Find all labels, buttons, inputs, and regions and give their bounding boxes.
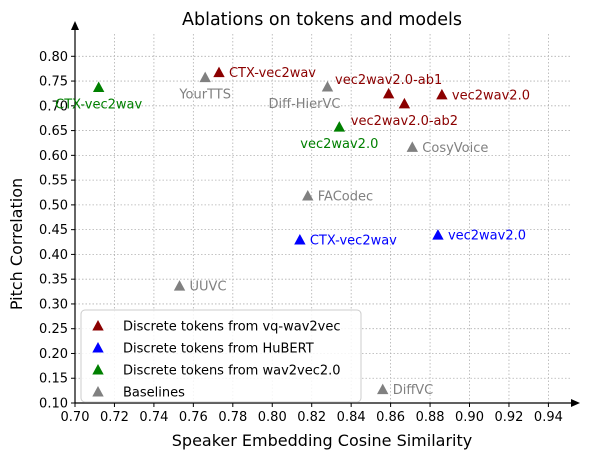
y-tick-label: 0.15	[39, 372, 68, 387]
triangle-marker	[302, 189, 314, 201]
legend-label: Discrete tokens from vq-wav2vec	[123, 320, 341, 335]
data-points: CTX-vec2wav vec2wav2.0-ab1 vec2wav2.0-ab2 v…	[55, 66, 530, 398]
point-label: vec2wav2.0	[452, 88, 530, 103]
y-tick-label: 0.65	[39, 124, 68, 139]
legend: Discrete tokens from vq-wav2vec Discrete …	[80, 309, 362, 403]
triangle-marker	[213, 66, 225, 78]
x-tick-label: 0.80	[258, 410, 287, 425]
x-tick-label: 0.74	[139, 410, 168, 425]
x-tick-label: 0.90	[455, 410, 484, 425]
point-label: vec2wav2.0-ab1	[335, 73, 442, 88]
y-tick-label: 0.70	[39, 99, 68, 114]
triangle-marker	[398, 97, 411, 109]
chart-title: Ablations on tokens and models	[182, 10, 462, 30]
x-axis-arrow	[571, 399, 580, 407]
point-label: CosyVoice	[422, 141, 488, 156]
y-tick-label: 0.45	[39, 223, 68, 238]
legend-marker	[92, 364, 104, 375]
y-tick-label: 0.55	[39, 174, 68, 189]
y-axis-title: Pitch Correlation	[7, 178, 26, 310]
triangle-marker	[436, 88, 448, 100]
triangle-marker	[382, 87, 395, 99]
legend-label: Discrete tokens from HuBERT	[123, 342, 314, 357]
y-tick-label: 0.30	[39, 297, 68, 312]
point-label: UUVC	[190, 280, 227, 295]
y-tick-label: 0.40	[39, 248, 68, 263]
y-axis-arrow	[71, 21, 79, 30]
legend-label: Discrete tokens from wav2vec2.0	[123, 364, 341, 379]
triangle-marker	[294, 234, 306, 245]
point-label: CTX-vec2wav	[310, 234, 397, 249]
point-label: vec2wav2.0	[300, 137, 378, 152]
y-tick-labels: 0.10 0.15 0.20 0.25 0.30 0.35 0.40 0.45 0.50 0.55…	[39, 50, 68, 412]
legend-marker	[92, 342, 104, 353]
point-label: CTX-vec2wav	[55, 97, 142, 112]
triangle-marker	[333, 121, 346, 132]
x-axis-title: Speaker Embedding Cosine Similarity	[172, 431, 472, 450]
x-tick-label: 0.76	[179, 410, 208, 425]
x-tick-label: 0.86	[376, 410, 405, 425]
y-tick-label: 0.10	[39, 397, 68, 412]
x-tick-label: 0.88	[416, 410, 445, 425]
point-label: Diff-HierVC	[269, 97, 341, 112]
point-label: YourTTS	[178, 88, 231, 103]
legend-marker	[92, 386, 104, 397]
y-tick-label: 0.80	[39, 50, 68, 65]
y-tick-label: 0.35	[39, 273, 68, 288]
triangle-marker	[432, 229, 444, 240]
axes	[71, 21, 580, 407]
triangle-marker	[406, 141, 419, 152]
y-tick-label: 0.20	[39, 347, 68, 362]
y-tick-label: 0.50	[39, 198, 68, 213]
point-label: CTX-vec2wav	[229, 66, 316, 81]
legend-box	[80, 309, 362, 403]
triangle-marker	[199, 71, 211, 83]
x-tick-label: 0.84	[337, 410, 366, 425]
x-tick-label: 0.70	[61, 410, 90, 425]
legend-marker	[92, 320, 104, 331]
x-tick-label: 0.92	[494, 410, 523, 425]
x-tick-labels: 0.70 0.72 0.74 0.76 0.78 0.80 0.82 0.84 0.86 0.88…	[61, 410, 563, 425]
point-label: DiffVC	[393, 383, 434, 398]
y-tick-label: 0.60	[39, 149, 68, 164]
triangle-marker	[321, 80, 334, 92]
triangle-marker	[173, 280, 186, 291]
legend-label: Baselines	[123, 386, 185, 401]
x-tick-label: 0.72	[100, 410, 129, 425]
y-tick-label: 0.25	[39, 322, 68, 337]
y-tick-label: 0.75	[39, 75, 68, 90]
triangle-marker	[377, 383, 389, 395]
triangle-marker	[92, 81, 105, 92]
point-label: vec2wav2.0	[448, 229, 526, 244]
x-tick-label: 0.94	[534, 410, 563, 425]
x-tick-label: 0.82	[297, 410, 326, 425]
point-label: vec2wav2.0-ab2	[351, 114, 458, 129]
point-label: FACodec	[318, 189, 373, 204]
x-tick-label: 0.78	[218, 410, 247, 425]
